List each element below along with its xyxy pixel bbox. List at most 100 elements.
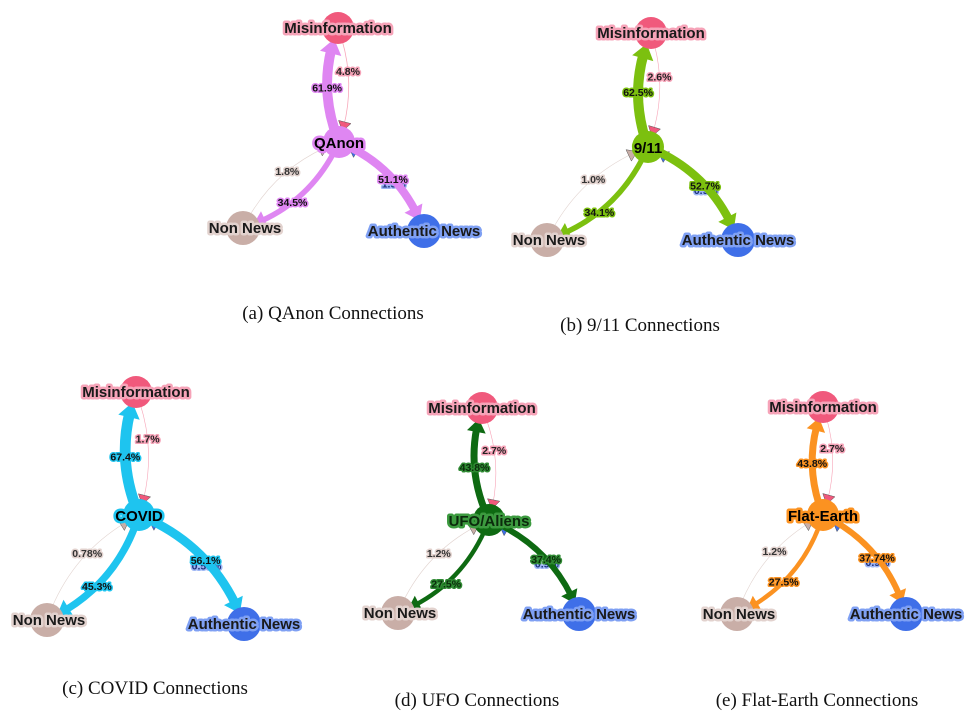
edge-nonnews-to-center-label: 1.0%: [581, 174, 606, 186]
edge-center-to-misinfo: [119, 411, 140, 506]
node-center-qanon: [323, 126, 355, 158]
edge-misinfo-to-center-arrowhead: [487, 498, 501, 510]
edge-center-to-authentic-label: 37.74%: [859, 552, 895, 564]
edge-center-to-misinfo: [633, 52, 650, 137]
node-center-flatearth: [807, 499, 839, 531]
panel-flatearth: 2.7%0.9%1.2%43.8%37.74%27.5%Misinformati…: [700, 391, 965, 631]
edge-center-to-nonnews: [564, 157, 646, 236]
label-center-911: 9/11: [634, 140, 662, 157]
caption-covid: (c) COVID Connections: [62, 678, 248, 699]
caption-flatearth: (e) Flat-Earth Connections: [715, 690, 919, 711]
node-misinformation: [635, 17, 667, 49]
edge-center-to-authentic-label: 56.1%: [191, 555, 221, 567]
edge-center-to-nonnews-label: 27.5%: [431, 579, 461, 591]
edge-misinfo-to-center-label: 2.7%: [482, 445, 507, 457]
edge-center-to-authentic-label: 52.7%: [690, 181, 720, 193]
label-misinformation: Misinformation: [284, 20, 392, 37]
edge-misinfo-to-center: [826, 418, 833, 502]
label-authentic-news: Authentic News: [850, 606, 963, 623]
node-authentic-news: [721, 223, 755, 257]
edge-misinfo-to-center-label: 2.7%: [820, 443, 845, 455]
edge-misinfo-to-center-label: 1.7%: [136, 434, 161, 446]
node-authentic-news: [562, 597, 596, 631]
edge-misinfo-to-center: [139, 403, 149, 501]
panel-911: 2.6%0.9%1.0%62.5%52.7%34.1%Misinformatio…: [510, 17, 797, 257]
node-center-911: [632, 131, 664, 163]
edge-center-to-nonnews-label: 34.1%: [585, 207, 615, 219]
edge-nonnews-to-center: [741, 521, 811, 603]
node-center-ufo: [473, 504, 505, 536]
node-misinformation: [466, 392, 498, 424]
label-non-news: Non News: [703, 606, 776, 623]
edge-center-to-misinfo: [808, 426, 823, 505]
edge-misinfo-to-center: [341, 39, 350, 128]
label-authentic-news: Authentic News: [682, 232, 795, 249]
edge-center-to-nonnews: [64, 525, 139, 613]
edge-nonnews-to-center-label: 0.78%: [72, 548, 102, 560]
label-authentic-news: Authentic News: [368, 223, 481, 240]
node-non-news: [226, 211, 260, 245]
edge-center-to-authentic: [499, 522, 574, 597]
edge-center-to-misinfo-label: 43.8%: [460, 462, 490, 474]
edge-center-to-misinfo: [322, 48, 340, 133]
edge-center-to-authentic-label: 51.1%: [378, 174, 408, 186]
edge-center-to-misinfo-label: 43.8%: [797, 458, 827, 470]
node-authentic-news: [227, 607, 261, 641]
edge-center-to-authentic-label: 37.4%: [531, 554, 561, 566]
label-center-flatearth: Flat-Earth: [788, 508, 858, 525]
label-misinformation: Misinformation: [769, 399, 877, 416]
caption-ufo: (d) UFO Connections: [394, 690, 560, 711]
panel-covid: 1.7%0.55%0.78%67.4%56.1%45.3%Misinformat…: [10, 376, 303, 641]
edge-center-to-nonnews-label: 34.5%: [278, 197, 308, 209]
edge-misinfo-to-center-label: 4.8%: [336, 66, 361, 78]
edge-center-to-authentic: [348, 143, 419, 213]
label-center-covid: COVID: [115, 508, 163, 525]
edge-misinfo-to-center: [652, 45, 661, 133]
edge-center-to-nonnews-label: 27.5%: [769, 577, 799, 589]
label-authentic-news: Authentic News: [188, 616, 301, 633]
edge-nonnews-to-center: [552, 152, 635, 230]
edge-center-to-misinfo-arrowhead: [467, 418, 486, 434]
label-misinformation: Misinformation: [428, 400, 536, 417]
edge-nonnews-to-center-label: 1.2%: [427, 548, 452, 560]
label-authentic-news: Authentic News: [523, 606, 636, 623]
edge-nonnews-to-center-label: 1.2%: [763, 546, 788, 558]
edge-center-to-nonnews-label: 45.3%: [82, 581, 112, 593]
edge-nonnews-to-center: [248, 147, 326, 218]
node-non-news: [530, 223, 564, 257]
edge-center-to-misinfo-label: 62.5%: [623, 87, 653, 99]
edge-center-to-misinfo-label: 67.4%: [110, 451, 140, 463]
label-non-news: Non News: [13, 612, 86, 629]
node-authentic-news: [889, 597, 923, 631]
edge-nonnews-to-center: [51, 521, 127, 609]
caption-qanon: (a) QAnon Connections: [242, 303, 424, 324]
label-misinformation: Misinformation: [597, 25, 705, 42]
node-center-covid: [123, 499, 155, 531]
edge-misinfo-to-center: [486, 419, 497, 506]
edge-nonnews-to-center-label: 1.8%: [275, 166, 300, 178]
panel-qanon: 4.8%1.5%1.8%61.9%51.1%34.5%Misinformatio…: [206, 12, 483, 248]
edge-misinfo-to-center-label: 2.6%: [648, 72, 673, 84]
node-misinformation: [120, 376, 152, 408]
label-non-news: Non News: [513, 232, 586, 249]
edge-center-to-misinfo: [470, 427, 488, 510]
edge-center-to-nonnews: [414, 530, 487, 608]
node-misinformation: [322, 12, 354, 44]
edge-center-to-authentic: [148, 515, 240, 606]
node-authentic-news: [407, 214, 441, 248]
edge-center-to-misinfo-arrowhead: [118, 402, 140, 420]
edge-center-to-authentic: [657, 148, 733, 222]
caption-911: (b) 9/11 Connections: [560, 315, 720, 336]
label-non-news: Non News: [364, 605, 437, 622]
label-center-qanon: QAnon: [314, 135, 364, 152]
node-non-news: [381, 596, 415, 630]
edge-center-to-authentic: [832, 518, 902, 596]
node-non-news: [30, 603, 64, 637]
panel-ufo: 2.7%0.9%1.2%43.8%37.4%27.5%Misinformatio…: [361, 392, 638, 631]
label-center-ufo: UFO/Aliens: [449, 513, 530, 530]
edge-nonnews-to-center: [402, 526, 476, 602]
edge-center-to-nonnews: [260, 151, 336, 224]
node-misinformation: [807, 391, 839, 423]
label-non-news: Non News: [209, 220, 282, 237]
